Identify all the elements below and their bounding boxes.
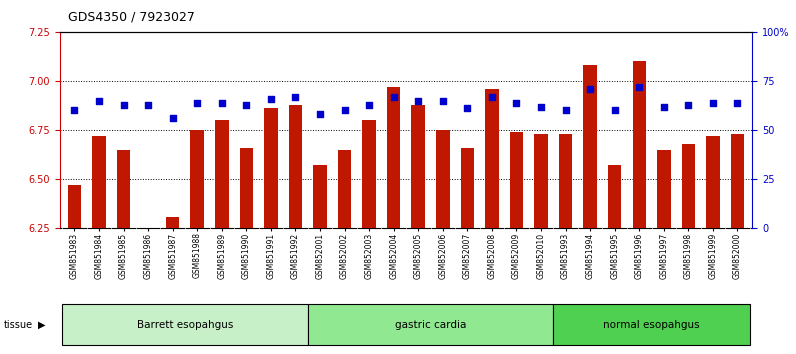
Bar	[553, 304, 750, 345]
Point	[363, 102, 376, 107]
Text: normal esopahgus: normal esopahgus	[603, 320, 700, 330]
Point	[707, 100, 720, 105]
Point	[117, 102, 130, 107]
Bar	[314, 165, 327, 228]
Bar	[633, 61, 646, 228]
Point	[314, 112, 326, 117]
Bar	[362, 120, 376, 228]
Bar	[731, 134, 744, 228]
Bar	[338, 150, 351, 228]
Bar	[706, 136, 720, 228]
Bar	[215, 120, 228, 228]
Point	[142, 102, 154, 107]
Text: tissue: tissue	[4, 320, 33, 330]
Point	[682, 102, 695, 107]
Point	[412, 98, 424, 103]
Point	[657, 104, 670, 109]
Point	[608, 108, 621, 113]
Bar	[240, 148, 253, 228]
Bar	[436, 130, 450, 228]
Bar	[92, 136, 106, 228]
Bar	[166, 217, 179, 228]
Point	[436, 98, 449, 103]
Point	[289, 94, 302, 99]
Point	[264, 96, 277, 102]
Point	[338, 108, 351, 113]
Bar	[264, 108, 278, 228]
Bar	[509, 132, 523, 228]
Point	[166, 115, 179, 121]
Bar	[308, 304, 553, 345]
Point	[461, 105, 474, 111]
Text: gastric cardia: gastric cardia	[395, 320, 466, 330]
Point	[92, 98, 105, 103]
Point	[560, 108, 572, 113]
Bar	[387, 87, 400, 228]
Bar	[485, 89, 498, 228]
Point	[731, 100, 743, 105]
Point	[633, 84, 646, 90]
Bar	[461, 148, 474, 228]
Bar	[681, 144, 695, 228]
Bar	[68, 185, 81, 228]
Text: GDS4350 / 7923027: GDS4350 / 7923027	[68, 11, 194, 24]
Point	[486, 94, 498, 99]
Bar	[117, 150, 131, 228]
Bar	[657, 150, 670, 228]
Bar	[289, 104, 302, 228]
Point	[583, 86, 596, 92]
Bar	[559, 134, 572, 228]
Point	[216, 100, 228, 105]
Point	[191, 100, 204, 105]
Point	[510, 100, 523, 105]
Point	[68, 108, 81, 113]
Bar	[608, 165, 622, 228]
Bar	[190, 130, 204, 228]
Text: ▶: ▶	[38, 320, 45, 330]
Point	[388, 94, 400, 99]
Text: Barrett esopahgus: Barrett esopahgus	[137, 320, 233, 330]
Bar	[412, 104, 425, 228]
Point	[535, 104, 548, 109]
Point	[240, 102, 252, 107]
Bar	[583, 65, 597, 228]
Bar	[62, 304, 308, 345]
Bar	[534, 134, 548, 228]
